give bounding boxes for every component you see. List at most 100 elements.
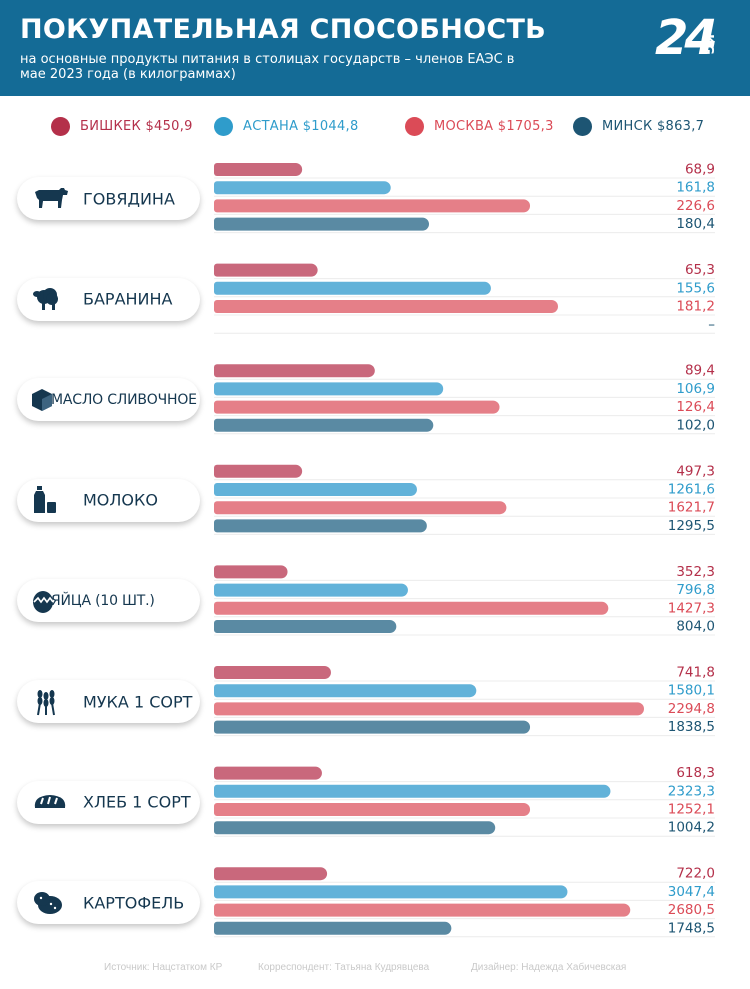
bar-cow-series-1: [214, 181, 391, 195]
butter-icon: [31, 387, 53, 413]
data-label: –: [708, 317, 715, 333]
data-label: 1295,5: [668, 518, 715, 534]
category-label-milk: МОЛОКО: [17, 478, 200, 522]
category-label-wheat: МУКА 1 СОРТ: [17, 680, 200, 723]
legend-label: АСТАНА $1044,8: [243, 118, 359, 134]
data-label: 102,0: [676, 417, 715, 433]
category-name: МУКА 1 СОРТ: [83, 692, 193, 711]
page-subtitle: на основные продукты питания в столицах …: [20, 52, 515, 82]
legend-label: БИШКЕК $450,9: [80, 118, 193, 134]
footer-source: Источник: Нацстатком КР: [104, 962, 223, 973]
bar-sheep-series-1: [214, 281, 491, 295]
data-label: 126,4: [676, 399, 715, 415]
site-logo[interactable]: 24 KG: [655, 10, 735, 66]
legend-swatch: [214, 116, 233, 136]
data-label: 1427,3: [668, 600, 715, 616]
bar-potato-series-3: [214, 921, 452, 935]
bar-milk-series-2: [214, 501, 507, 515]
chart-legend: БИШКЕК $450,9 АСТАНА $1044,8 МОСКВА $170…: [0, 114, 750, 138]
bar-butter-series-0: [214, 364, 375, 378]
legend-swatch: [51, 116, 70, 136]
data-label: 65,3: [685, 262, 715, 278]
cow-icon: [33, 186, 69, 212]
data-label: 3047,4: [668, 884, 715, 900]
footer-correspondent: Корреспондент: Татьяна Кудрявцева: [258, 962, 430, 973]
data-label: 796,8: [676, 582, 715, 598]
data-label: 181,2: [676, 299, 715, 315]
bar-bread-series-0: [214, 766, 322, 780]
legend-item-minsk: МИНСК $863,7: [573, 114, 704, 138]
bar-butter-series-2: [214, 400, 500, 414]
data-label: 1580,1: [668, 683, 715, 699]
bar-wheat-series-3: [214, 720, 531, 734]
bar-eggs-series-2: [214, 601, 609, 615]
bar-cow-series-3: [214, 217, 429, 231]
bar-sheep-series-0: [214, 263, 318, 277]
category-name: БАРАНИНА: [83, 289, 173, 309]
logo-number: 24: [655, 10, 718, 66]
category-label-butter: МАСЛО СЛИВОЧНОЕ: [17, 378, 200, 422]
bar-eggs-series-3: [214, 620, 397, 633]
legend-item-moscow: МОСКВА $1705,3: [405, 114, 554, 138]
data-label: 1838,5: [668, 719, 715, 735]
category-label-eggs: ЯЙЦА (10 ШТ.): [17, 579, 200, 623]
category-name: ГОВЯДИНА: [83, 189, 175, 208]
data-label: 1252,1: [668, 802, 715, 818]
bar-wheat-series-2: [214, 702, 644, 716]
bar-wheat-series-1: [214, 684, 477, 698]
data-label: 352,3: [676, 564, 715, 580]
page-title: ПОКУПАТЕЛЬНАЯ СПОСОБНОСТЬ: [20, 14, 547, 45]
legend-item-bishkek: БИШКЕК $450,9: [51, 114, 193, 138]
potato-icon: [33, 890, 63, 916]
data-label: 1621,7: [668, 500, 715, 516]
legend-swatch: [405, 116, 424, 136]
data-label: 2680,5: [668, 902, 715, 918]
legend-label: МОСКВА $1705,3: [434, 118, 554, 134]
data-label: 1748,5: [668, 920, 715, 936]
category-label-sheep: БАРАНИНА: [17, 277, 200, 321]
bar-cow-series-0: [214, 163, 303, 176]
bar-cow-series-2: [214, 199, 531, 213]
bar-bread-series-2: [214, 803, 531, 816]
bar-milk-series-3: [214, 519, 427, 533]
category-name: КАРТОФЕЛЬ: [83, 893, 185, 913]
bar-potato-series-2: [214, 903, 631, 917]
data-label: 180,4: [676, 216, 715, 232]
category-label-bread: ХЛЕБ 1 СОРТ: [17, 780, 200, 824]
header-banner: ПОКУПАТЕЛЬНАЯ СПОСОБНОСТЬ на основные пр…: [0, 0, 750, 96]
category-name: МАСЛО СЛИВОЧНОЕ: [51, 391, 197, 408]
data-label: 155,6: [676, 280, 715, 296]
legend-label: МИНСК $863,7: [602, 118, 705, 134]
wheat-icon: [33, 689, 59, 715]
bar-potato-series-1: [214, 885, 568, 899]
data-label: 2323,3: [668, 783, 715, 799]
bar-butter-series-1: [214, 382, 444, 396]
data-label: 89,4: [685, 363, 715, 379]
data-label: 2294,8: [668, 701, 715, 717]
bar-wheat-series-0: [214, 666, 331, 679]
data-label: 106,9: [676, 381, 715, 397]
bar-eggs-series-1: [214, 583, 408, 597]
data-label: 804,0: [676, 619, 715, 635]
bread-icon: [33, 789, 67, 815]
data-label: 618,3: [676, 765, 715, 781]
bar-sheep-series-2: [214, 300, 558, 313]
category-name: ЯЙЦА (10 ШТ.): [51, 592, 155, 609]
eggs-icon: [31, 588, 55, 614]
category-name: ХЛЕБ 1 СОРТ: [83, 792, 191, 812]
data-label: 1004,2: [668, 820, 715, 836]
category-label-cow: ГОВЯДИНА: [17, 177, 200, 220]
bar-eggs-series-0: [214, 565, 288, 579]
bar-bread-series-1: [214, 784, 611, 798]
data-label: 68,9: [685, 162, 715, 178]
data-label: 497,3: [676, 463, 715, 479]
data-label: 1261,6: [668, 482, 715, 498]
legend-swatch: [573, 116, 592, 136]
bar-bread-series-3: [214, 821, 496, 835]
footer-credits: Источник: Нацстатком КР Корреспондент: Т…: [0, 962, 750, 976]
data-label: 161,8: [676, 180, 715, 196]
data-label: 722,0: [676, 866, 715, 882]
footer-designer: Дизайнер: Надежда Хабичевская: [471, 962, 627, 973]
bar-milk-series-1: [214, 483, 417, 496]
